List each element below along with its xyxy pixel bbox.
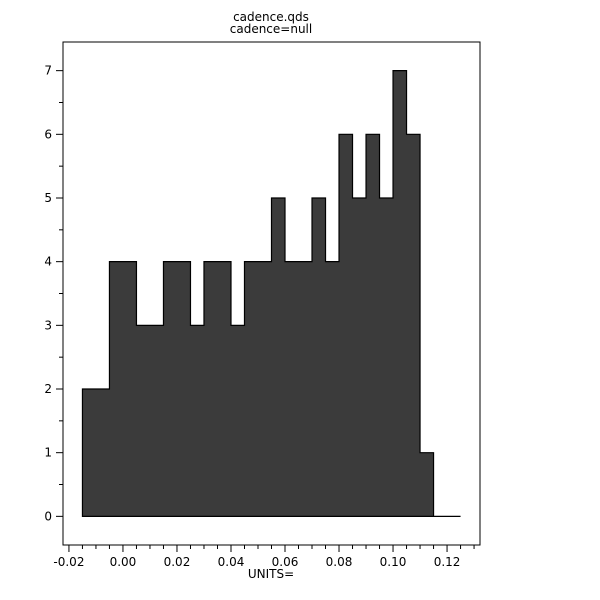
axis-ticks [56, 70, 475, 552]
x-tick-label: -0.02 [53, 555, 84, 569]
histogram-bars [81, 70, 461, 517]
y-tick-label: 3 [44, 318, 52, 332]
x-tick-label: 0.08 [326, 555, 353, 569]
x-tick-label: 0.00 [110, 555, 137, 569]
y-tick-label: 6 [44, 127, 52, 141]
x-axis-label: UNITS= [248, 567, 294, 581]
y-tick-label: 4 [44, 255, 52, 269]
histogram-outline [81, 70, 461, 517]
x-tick-label: 0.06 [272, 555, 299, 569]
chart-subtitle: cadence=null [230, 22, 312, 36]
x-tick-label: 0.04 [218, 555, 245, 569]
y-tick-label: 0 [44, 509, 52, 523]
y-tick-label: 1 [44, 446, 52, 460]
x-tick-label: 0.02 [164, 555, 191, 569]
x-tick-label: 0.12 [434, 555, 461, 569]
y-tick-label: 2 [44, 382, 52, 396]
axis-tick-labels: -0.02 0.00 0.02 0.04 0.06 0.08 0.10 0.12 0 1 2 3 4 5 6… [44, 64, 460, 569]
x-tick-label: 0.10 [380, 555, 407, 569]
y-tick-label: 5 [44, 191, 52, 205]
y-tick-label: 7 [44, 64, 52, 78]
chart-title: cadence.qds [233, 10, 309, 24]
